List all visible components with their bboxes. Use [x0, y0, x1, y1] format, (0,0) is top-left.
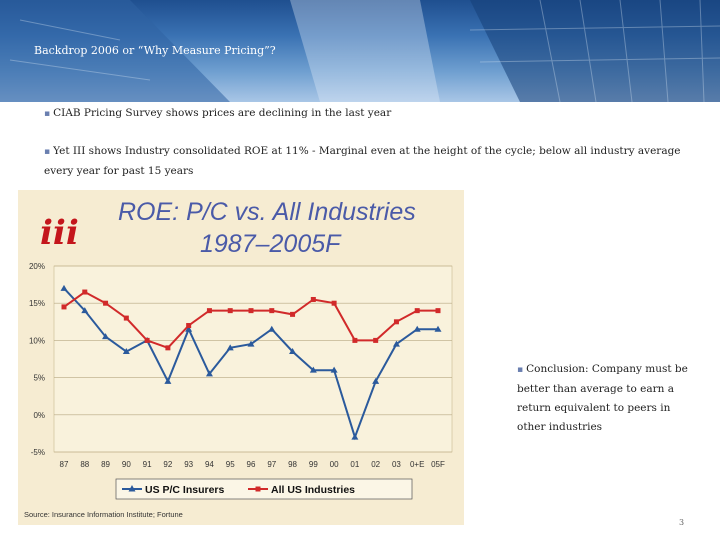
x-tick-label: 00 — [330, 460, 339, 469]
x-tick-label: 92 — [163, 460, 172, 469]
data-point-us-pc-insurers — [226, 344, 234, 351]
data-point-us-pc-insurers — [164, 377, 172, 384]
data-point-us-pc-insurers — [122, 348, 130, 355]
data-point-all-us-industries — [414, 308, 420, 314]
y-tick-label: 15% — [29, 299, 45, 308]
data-point-all-us-industries — [186, 323, 192, 329]
data-point-all-us-industries — [61, 304, 67, 310]
data-point-all-us-industries — [206, 308, 212, 314]
x-tick-label: 96 — [247, 460, 256, 469]
data-point-us-pc-insurers — [81, 307, 89, 314]
bullet-industry-roe: ▪ Yet III shows Industry consolidated ROE… — [44, 142, 694, 181]
bullet-pricing-survey: ▪ CIAB Pricing Survey shows prices are de… — [44, 104, 684, 124]
data-point-all-us-industries — [248, 308, 254, 314]
data-point-us-pc-insurers — [351, 433, 359, 440]
x-tick-label: 91 — [143, 460, 152, 469]
roe-chart-panel: iii ROE: P/C vs. All Industries 1987–2005F… — [18, 190, 464, 525]
data-point-us-pc-insurers — [330, 366, 338, 373]
legend-label-us-pc-insurers: US P/C Insurers — [145, 484, 225, 496]
data-point-all-us-industries — [331, 300, 337, 306]
x-tick-label: 0+E — [410, 460, 424, 469]
data-point-all-us-industries — [352, 337, 358, 343]
x-tick-label: 95 — [226, 460, 235, 469]
data-point-us-pc-insurers — [372, 377, 380, 384]
x-tick-label: 94 — [205, 460, 214, 469]
data-point-us-pc-insurers — [392, 340, 400, 347]
y-tick-label: 5% — [33, 374, 45, 383]
data-point-all-us-industries — [144, 337, 150, 343]
chart-title: ROE: P/C vs. All Industries — [118, 198, 416, 226]
page-number: 3 — [679, 518, 685, 527]
data-point-us-pc-insurers — [185, 325, 193, 332]
x-tick-label: 87 — [60, 460, 69, 469]
data-point-all-us-industries — [310, 296, 316, 302]
plot-area — [53, 265, 453, 453]
data-point-us-pc-insurers — [60, 284, 68, 291]
data-point-us-pc-insurers — [205, 370, 213, 377]
x-tick-label: 03 — [392, 460, 401, 469]
bullet-text: Yet III shows Industry consolidated ROE … — [44, 145, 681, 177]
y-tick-label: 0% — [33, 411, 45, 420]
data-point-us-pc-insurers — [102, 333, 110, 340]
data-point-us-pc-insurers — [413, 325, 421, 332]
iii-logo: iii — [40, 213, 79, 253]
y-tick-label: -5% — [31, 448, 45, 457]
x-tick-label: 89 — [101, 460, 110, 469]
x-tick-label: 93 — [184, 460, 193, 469]
data-point-us-pc-insurers — [289, 348, 297, 355]
y-tick-label: 20% — [29, 262, 45, 271]
data-point-all-us-industries — [393, 319, 399, 325]
chart-source: Source: Insurance Information Institute;… — [24, 510, 183, 519]
building-background-image — [0, 0, 720, 102]
x-tick-label: 99 — [309, 460, 318, 469]
bullet-text: Conclusion: Company must be better than … — [517, 363, 688, 433]
legend-marker-us-pc-insurers — [128, 485, 136, 492]
x-tick-label: 98 — [288, 460, 297, 469]
legend-marker-all-us-industries — [255, 486, 261, 492]
data-point-all-us-industries — [269, 308, 275, 314]
data-point-all-us-industries — [103, 300, 109, 306]
bullet-text: CIAB Pricing Survey shows prices are dec… — [53, 107, 392, 119]
legend-label-all-us-industries: All US Industries — [271, 484, 355, 496]
data-point-all-us-industries — [82, 289, 88, 295]
x-tick-label: 02 — [371, 460, 380, 469]
bullet-marker: ▪ — [44, 109, 51, 119]
header-banner: Backdrop 2006 or “Why Measure Pricing”? — [0, 0, 720, 102]
data-point-all-us-industries — [373, 337, 379, 343]
data-point-all-us-industries — [165, 345, 171, 351]
x-tick-label: 05F — [431, 460, 445, 469]
chart-subtitle: 1987–2005F — [200, 230, 342, 258]
x-tick-label: 01 — [350, 460, 359, 469]
data-point-all-us-industries — [290, 311, 296, 317]
slide-title: Backdrop 2006 or “Why Measure Pricing”? — [34, 44, 276, 57]
x-tick-label: 97 — [267, 460, 276, 469]
data-point-all-us-industries — [123, 315, 129, 321]
data-point-us-pc-insurers — [268, 325, 276, 332]
bullet-marker: ▪ — [517, 365, 524, 375]
bullet-conclusion: ▪ Conclusion: Company must be better than… — [517, 360, 702, 437]
data-point-all-us-industries — [227, 308, 233, 314]
bullet-marker: ▪ — [44, 147, 51, 157]
data-point-us-pc-insurers — [434, 325, 442, 332]
y-tick-label: 10% — [29, 336, 45, 345]
data-point-us-pc-insurers — [309, 366, 317, 373]
x-tick-label: 90 — [122, 460, 131, 469]
roe-line-chart: iii ROE: P/C vs. All Industries 1987–2005F… — [24, 198, 453, 519]
x-tick-label: 88 — [80, 460, 89, 469]
data-point-all-us-industries — [435, 308, 441, 314]
data-point-us-pc-insurers — [247, 340, 255, 347]
